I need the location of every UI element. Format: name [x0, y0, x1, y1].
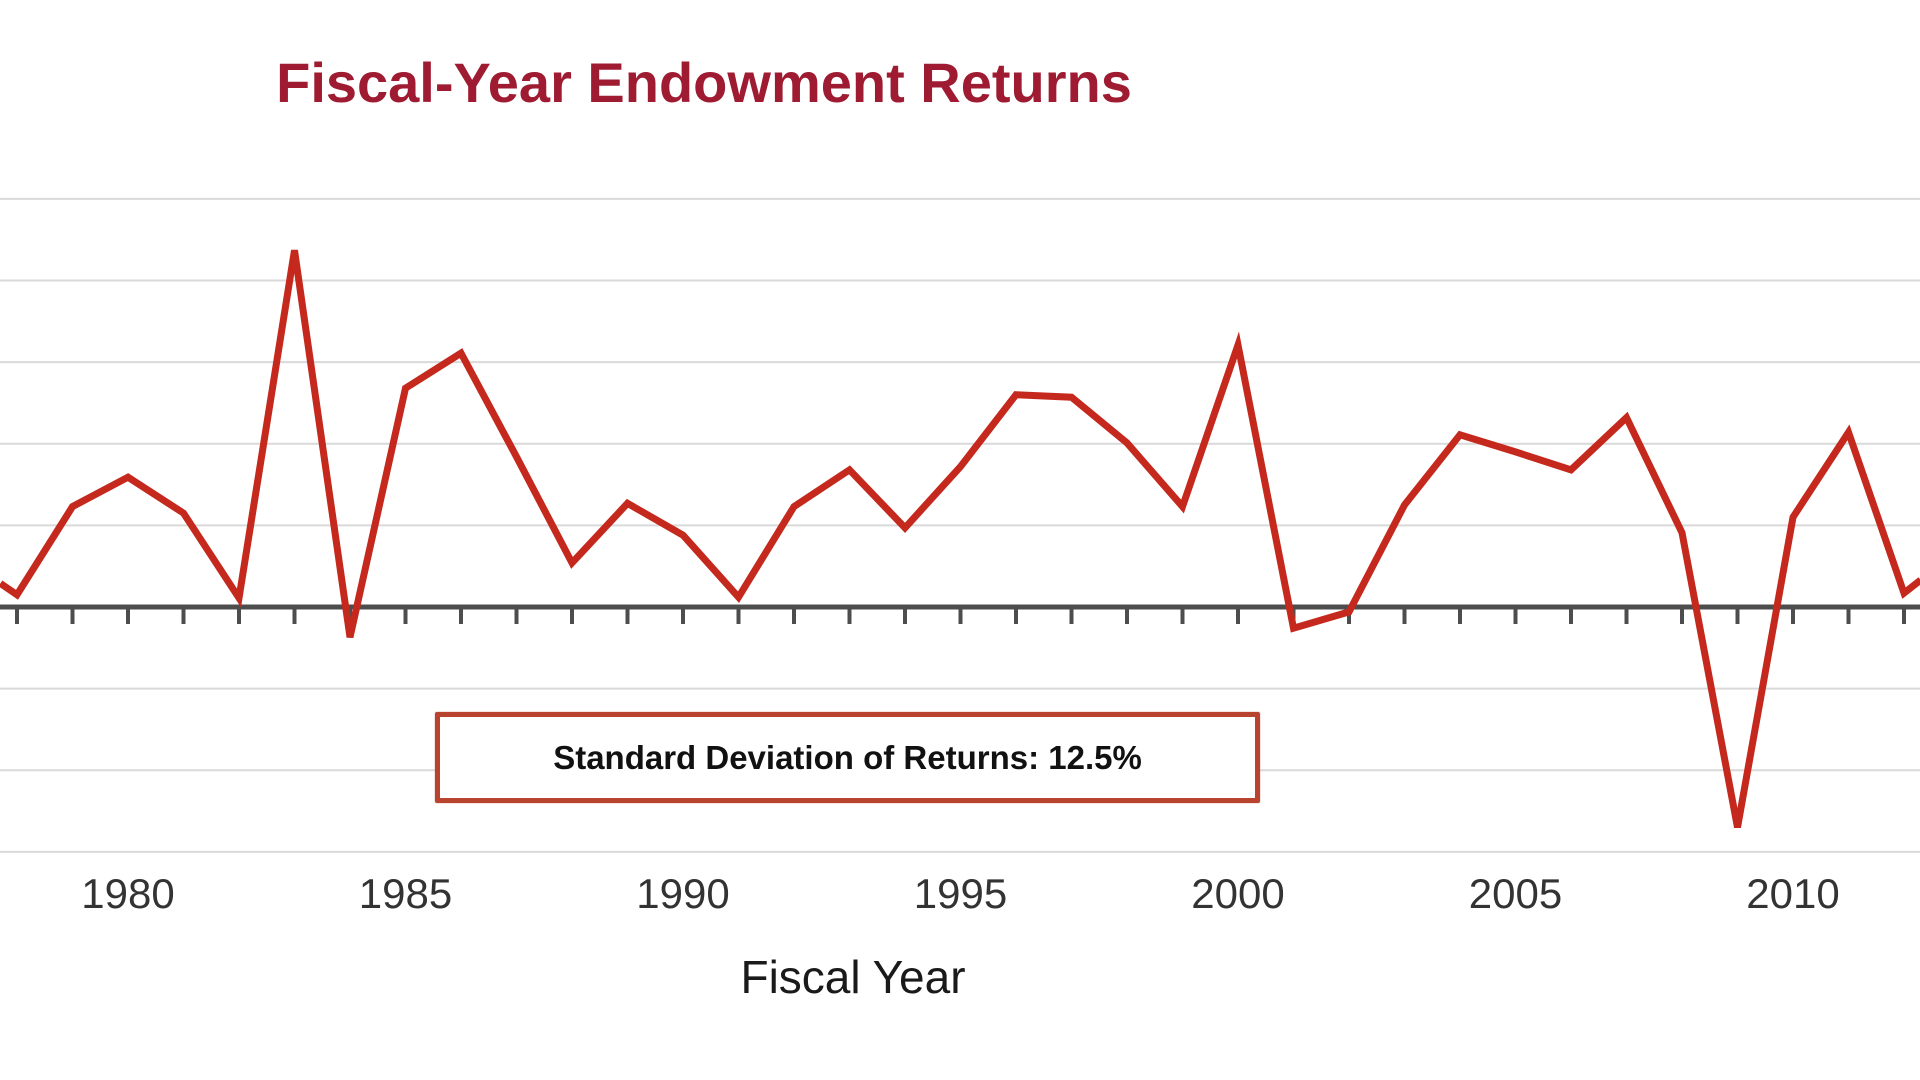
x-tick-label: 2010 [1746, 870, 1840, 917]
std-deviation-callout-text: Standard Deviation of Returns: 12.5% [553, 738, 1142, 776]
x-tick-label: 1980 [81, 870, 175, 917]
x-tick-label: 2000 [1191, 870, 1285, 917]
x-tick-label: 2005 [1468, 870, 1563, 917]
x-tick-label: 1985 [358, 870, 453, 917]
x-tick-label: 1990 [636, 870, 730, 917]
x-axis-title: Fiscal Year [740, 951, 966, 1003]
chart-title: Fiscal-Year Endowment Returns [276, 51, 1132, 114]
x-tick-label: 1995 [913, 870, 1008, 917]
std-deviation-callout-box: Standard Deviation of Returns: 12.5% [435, 712, 1260, 803]
returns-line [0, 249, 1920, 829]
